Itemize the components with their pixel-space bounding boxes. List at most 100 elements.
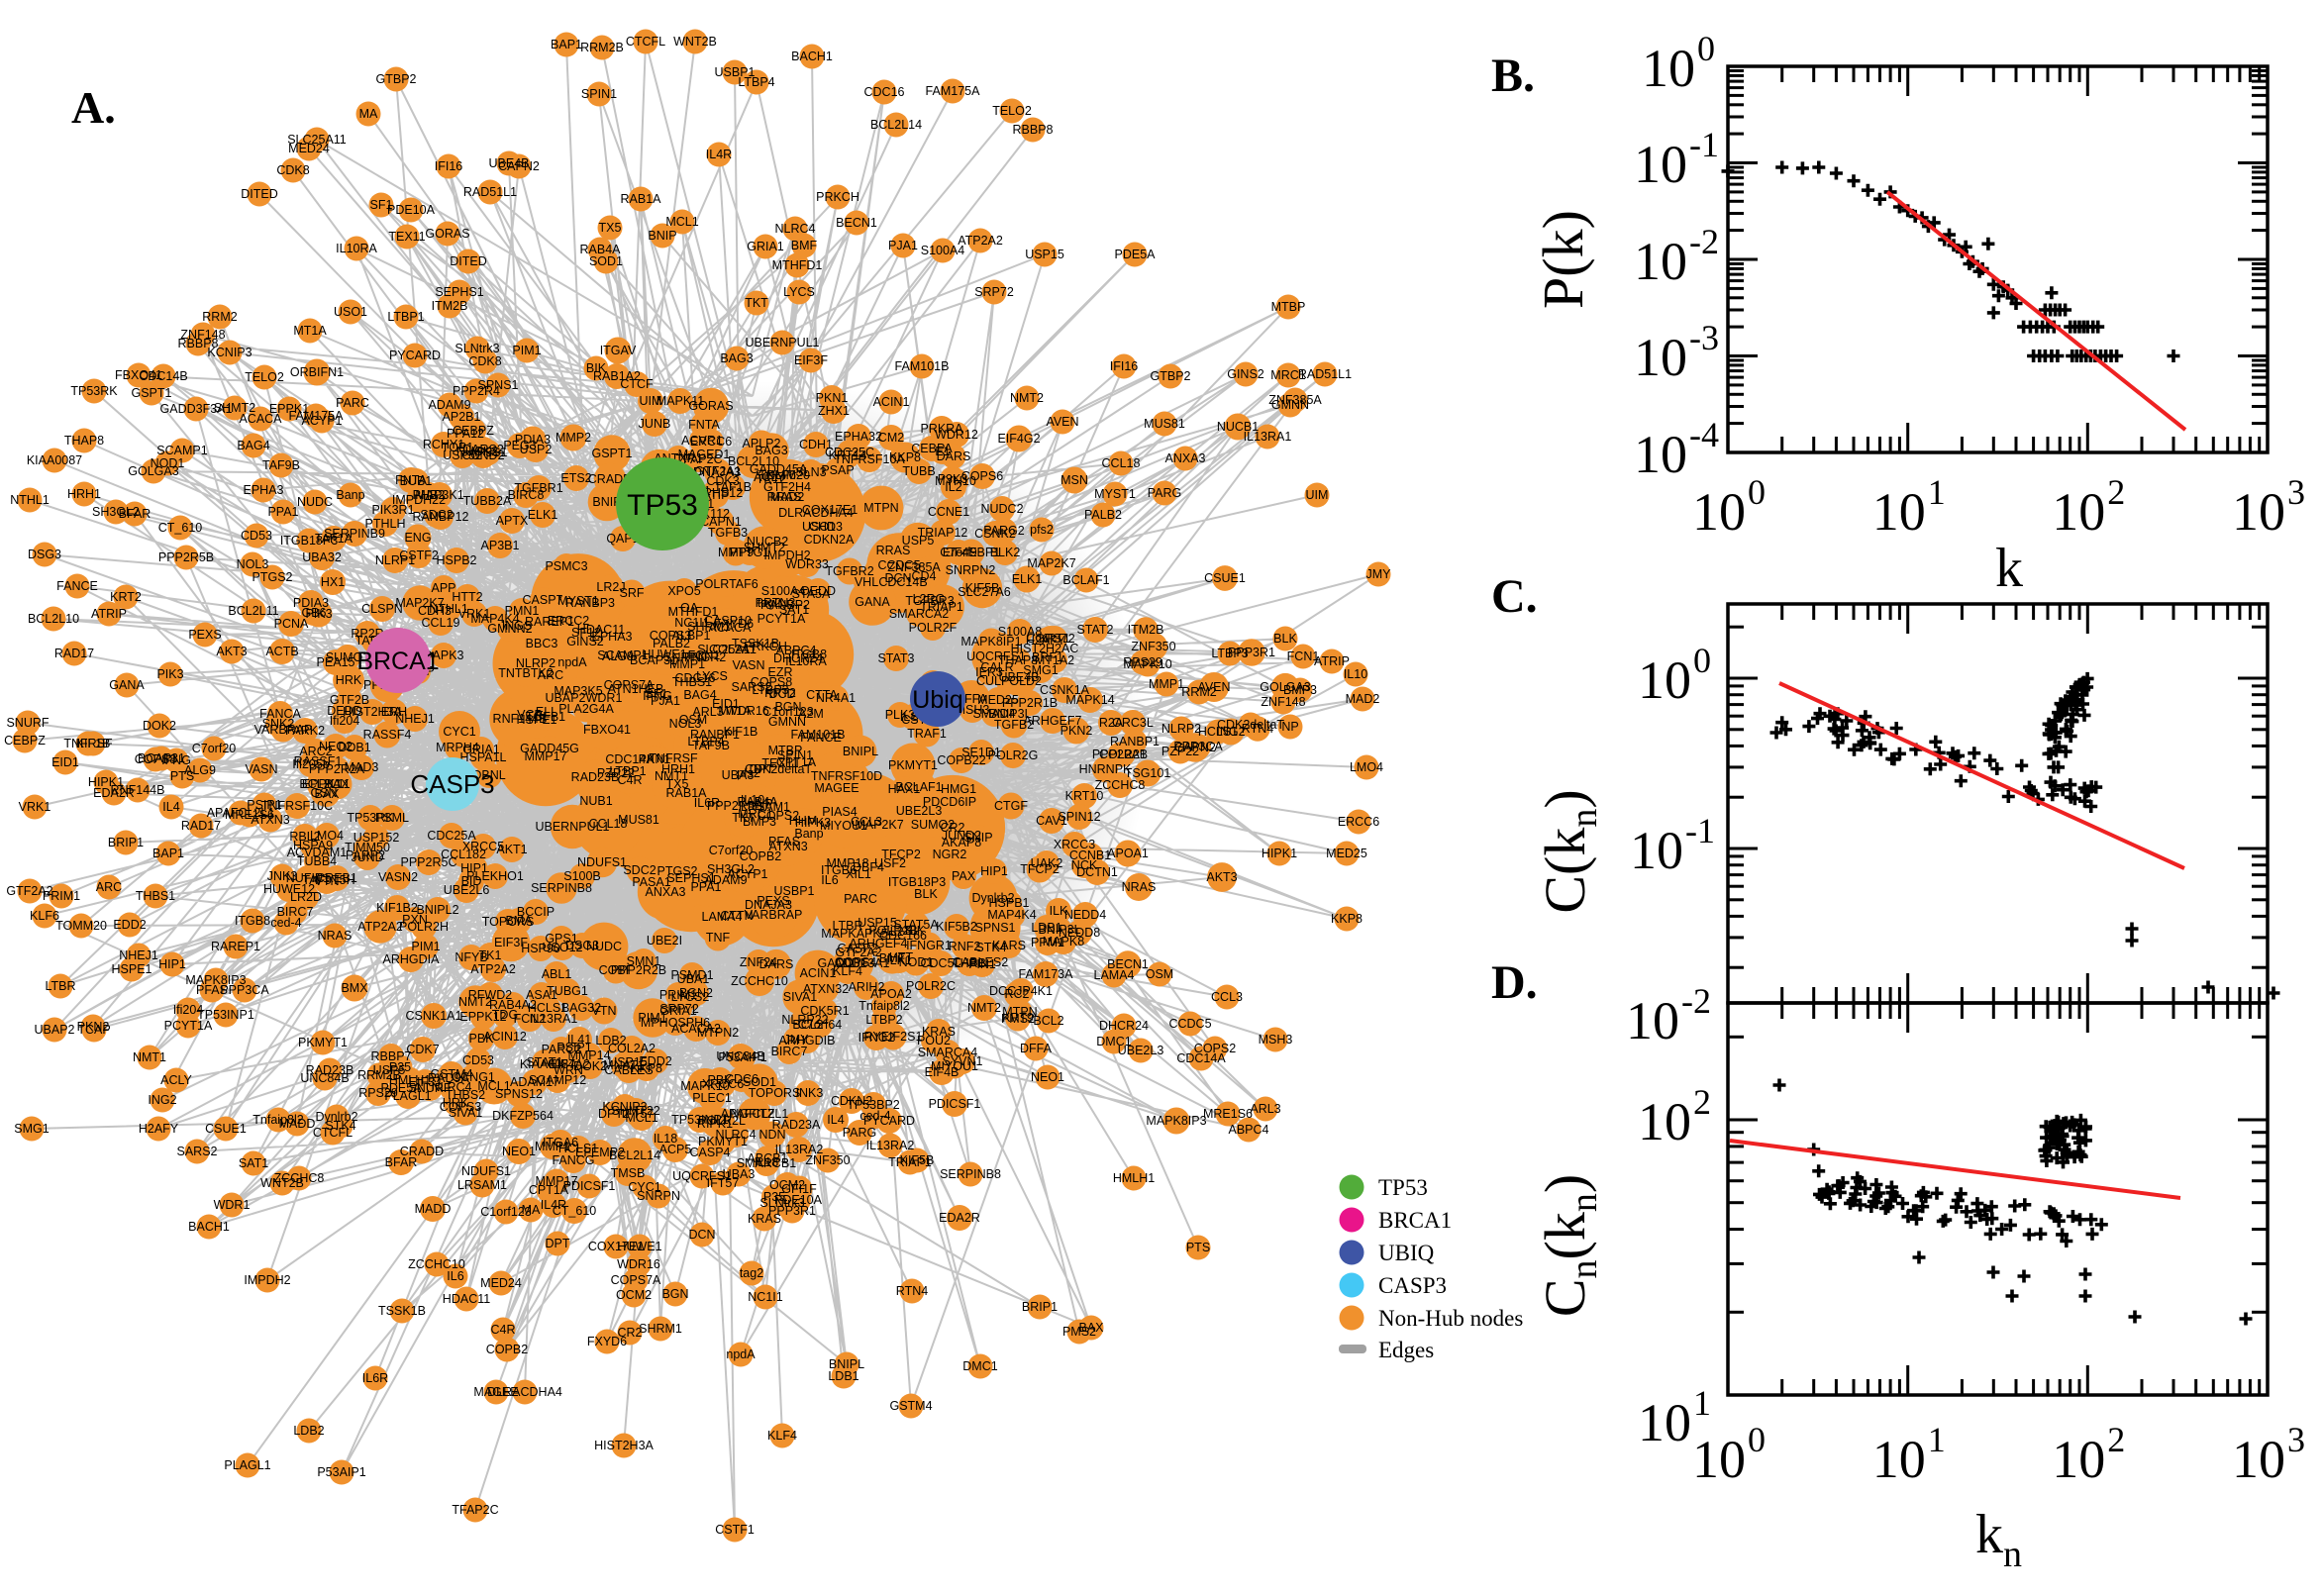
svg-text:10: 10: [1638, 1393, 1691, 1452]
svg-text:ERCC6: ERCC6: [1338, 815, 1379, 829]
svg-text:IL13RA1: IL13RA1: [1244, 430, 1292, 444]
svg-text:PLAGL1: PLAGL1: [384, 1089, 431, 1103]
svg-text:GTBP2: GTBP2: [376, 72, 417, 86]
svg-text:ATP2A2: ATP2A2: [357, 920, 403, 934]
svg-text:KKP8: KKP8: [1331, 912, 1363, 926]
svg-text:CABLES2: CABLES2: [953, 955, 1008, 969]
svg-text:P53AIP1: P53AIP1: [317, 1465, 365, 1479]
svg-text:RRAS: RRAS: [876, 544, 911, 557]
svg-text:PTTG1: PTTG1: [730, 546, 769, 559]
svg-text:HRK: HRK: [336, 673, 362, 687]
svg-text:CASP4: CASP4: [690, 1146, 731, 1159]
svg-text:FCN2: FCN2: [514, 1012, 547, 1026]
svg-text:ACYP1: ACYP1: [728, 867, 768, 881]
svg-text:BACH1: BACH1: [791, 50, 833, 63]
svg-text:UBE2L6: UBE2L6: [444, 883, 490, 897]
svg-text:WDR16: WDR16: [617, 1257, 660, 1271]
svg-text:BLK: BLK: [914, 887, 938, 901]
svg-text:SMARCA2: SMARCA2: [889, 607, 949, 621]
svg-text:D.: D.: [1491, 956, 1538, 1009]
svg-text:STAT3: STAT3: [877, 651, 914, 665]
svg-text:ITM2B: ITM2B: [1128, 623, 1164, 637]
svg-text:ZNF385A: ZNF385A: [887, 560, 941, 574]
svg-text:HSPB1: HSPB1: [989, 896, 1030, 910]
svg-text:10: 10: [2052, 1430, 2105, 1489]
svg-text:TUBG1: TUBG1: [547, 984, 588, 998]
svg-text:ADAM9: ADAM9: [704, 873, 747, 887]
svg-text:SCAMP1: SCAMP1: [597, 648, 648, 662]
svg-text:NLRP2: NLRP2: [1162, 722, 1201, 736]
svg-text:BRIP1: BRIP1: [108, 836, 144, 849]
svg-text:VASN: VASN: [732, 658, 764, 672]
svg-text:RAD23A: RAD23A: [772, 1118, 821, 1132]
svg-text:ABPC4: ABPC4: [1229, 1123, 1269, 1137]
svg-text:RRM2: RRM2: [1181, 685, 1216, 699]
svg-text:HUWE12: HUWE12: [263, 882, 315, 896]
svg-text:Tnfaip8l2: Tnfaip8l2: [858, 999, 909, 1013]
svg-text:Banp: Banp: [794, 827, 823, 841]
svg-text:CABLES: CABLES: [604, 1063, 653, 1077]
svg-text:PTS: PTS: [1186, 1241, 1210, 1254]
svg-text:3: 3: [2287, 1420, 2305, 1459]
svg-text:GTBP2: GTBP2: [1151, 369, 1191, 383]
svg-text:PEXS: PEXS: [188, 628, 221, 642]
svg-text:CEBPZ: CEBPZ: [453, 424, 494, 438]
svg-text:KIF5B: KIF5B: [900, 1153, 935, 1167]
svg-text:LR2J: LR2J: [596, 580, 625, 594]
svg-text:FANCA: FANCA: [259, 707, 301, 721]
svg-text:CDKN2A: CDKN2A: [804, 533, 855, 547]
svg-text:GADD45G: GADD45G: [520, 742, 579, 755]
svg-text:AVEN: AVEN: [1046, 415, 1078, 429]
svg-text:DCN: DCN: [688, 1228, 715, 1242]
svg-text:ZNF148: ZNF148: [1261, 695, 1305, 709]
svg-text:USP152: USP152: [354, 831, 400, 845]
svg-text:RAB1A: RAB1A: [621, 192, 662, 206]
svg-text:BGN: BGN: [661, 1287, 688, 1301]
svg-text:npdA: npdA: [726, 1347, 756, 1361]
svg-text:NR4A1: NR4A1: [816, 691, 856, 705]
svg-text:PIM1: PIM1: [512, 344, 541, 357]
svg-text:POLR2H: POLR2H: [399, 920, 449, 934]
svg-text:HIST2H3A: HIST2H3A: [594, 1439, 654, 1452]
svg-text:ORBIFN1: ORBIFN1: [290, 365, 344, 379]
svg-text:CDC14B: CDC14B: [878, 575, 927, 589]
svg-text:10: 10: [1638, 650, 1691, 710]
svg-text:PASA1: PASA1: [632, 875, 670, 889]
svg-text:DPT: DPT: [750, 762, 774, 776]
svg-text:NLRP22: NLRP22: [781, 1013, 828, 1027]
svg-text:JMY: JMY: [1366, 567, 1392, 581]
svg-text:RAD51L1: RAD51L1: [1298, 367, 1352, 381]
svg-text:FNTA: FNTA: [688, 418, 720, 432]
svg-text:MAP2K7: MAP2K7: [1027, 556, 1075, 570]
svg-text:CLSPN: CLSPN: [361, 602, 403, 616]
svg-text:BRCA1: BRCA1: [1378, 1208, 1452, 1233]
svg-text:PDE5A: PDE5A: [1115, 248, 1157, 261]
svg-text:ACTB: ACTB: [265, 645, 298, 658]
svg-text:MRC1: MRC1: [738, 807, 772, 821]
svg-text:NLRP2: NLRP2: [516, 656, 556, 670]
svg-text:SNIP: SNIP: [963, 831, 992, 845]
svg-text:ATXN32: ATXN32: [803, 982, 849, 996]
svg-text:A2M: A2M: [798, 707, 824, 721]
svg-text:TAF9B: TAF9B: [692, 739, 730, 752]
svg-text:DDB1: DDB1: [338, 741, 370, 754]
svg-text:LAMA4: LAMA4: [1094, 968, 1135, 982]
svg-text:JMY: JMY: [784, 1033, 810, 1047]
svg-text:0: 0: [1697, 29, 1715, 68]
svg-text:ZNF385A: ZNF385A: [1268, 393, 1322, 407]
svg-text:UIM: UIM: [640, 394, 662, 408]
svg-text:ATP2A2: ATP2A2: [470, 962, 516, 976]
svg-text:ZNF350: ZNF350: [805, 1153, 850, 1167]
svg-text:10: 10: [1692, 482, 1746, 542]
svg-text:RAD51L1: RAD51L1: [463, 185, 517, 199]
svg-text:GSN: GSN: [310, 786, 337, 800]
svg-text:HRH1: HRH1: [67, 487, 101, 501]
svg-text:TOPORS: TOPORS: [749, 1086, 801, 1100]
svg-text:IMPDH22: IMPDH22: [392, 493, 446, 507]
svg-text:S100B: S100B: [563, 869, 601, 883]
svg-text:NTHL1: NTHL1: [10, 493, 50, 507]
svg-text:POLR2G: POLR2G: [988, 748, 1039, 762]
svg-text:RNF144B: RNF144B: [493, 712, 548, 726]
svg-text:PEXS: PEXS: [757, 894, 789, 908]
svg-text:MTPN2: MTPN2: [697, 1026, 739, 1040]
